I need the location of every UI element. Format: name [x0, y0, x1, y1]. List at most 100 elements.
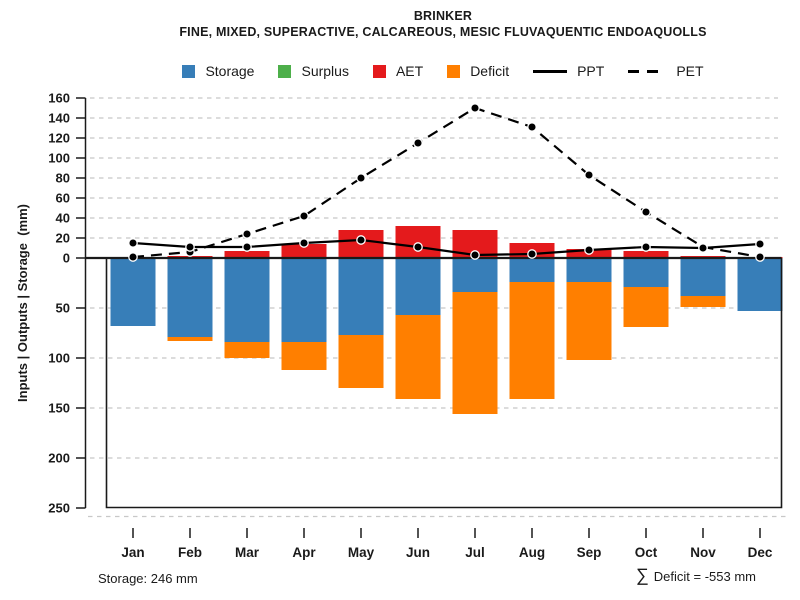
- bar-storage-mar: [224, 258, 270, 342]
- deficit-sum-note: ∑ Deficit = -553 mm: [636, 565, 756, 586]
- x-tick-label-sep: Sep: [577, 545, 602, 560]
- bar-storage-dec: [737, 258, 783, 311]
- bar-storage-feb: [167, 258, 213, 337]
- chart-title: BRINKER: [413, 9, 473, 23]
- x-tick-label-feb: Feb: [178, 545, 202, 560]
- y-tick-label: 20: [56, 231, 70, 246]
- legend-label: Storage: [205, 63, 255, 79]
- bar-aet-oct: [623, 251, 669, 258]
- ppt-marker-jan: [128, 238, 138, 248]
- x-tick-label-may: May: [348, 545, 375, 560]
- bar-aet-jun: [395, 226, 441, 258]
- x-tick-label-oct: Oct: [635, 545, 658, 560]
- ppt-marker-apr: [299, 238, 309, 248]
- y-tick-label: 100: [48, 151, 70, 166]
- pet-marker-may: [356, 173, 366, 183]
- ppt-marker-aug: [527, 249, 537, 259]
- bar-storage-apr: [281, 258, 327, 342]
- chart-legend: Storage Surplus AET Deficit PPT PET: [106, 63, 780, 79]
- x-tick-label-apr: Apr: [292, 545, 316, 560]
- y-axis-title: Inputs | Outputs | Storage (mm): [15, 204, 30, 402]
- y-tick-label: 200: [48, 451, 70, 466]
- bar-storage-jun: [395, 258, 441, 315]
- y-tick-label: 140: [48, 111, 70, 126]
- legend-label: Surplus: [301, 63, 349, 79]
- bar-deficit-jul: [452, 292, 498, 414]
- bar-aet-mar: [224, 251, 270, 258]
- bar-deficit-feb: [167, 337, 213, 341]
- bar-storage-may: [338, 258, 384, 335]
- sigma-icon: ∑: [635, 565, 649, 585]
- y-tick-label: 60: [56, 191, 70, 206]
- x-tick-label-nov: Nov: [690, 545, 716, 560]
- ppt-marker-oct: [641, 242, 651, 252]
- ppt-marker-mar: [242, 242, 252, 252]
- ppt-line: [132, 238, 761, 257]
- bar-deficit-sep: [566, 282, 612, 360]
- bar-deficit-may: [338, 335, 384, 388]
- bar-storage-oct: [623, 258, 669, 287]
- y-tick-label: 160: [48, 91, 70, 106]
- bar-deficit-oct: [623, 287, 669, 327]
- pet-marker-jun: [413, 138, 423, 148]
- legend-item-pet: PET: [628, 63, 704, 79]
- pet-marker-dec: [755, 252, 765, 262]
- pet-line: [132, 106, 761, 259]
- x-tick-label-mar: Mar: [235, 545, 260, 560]
- x-tick-label-jun: Jun: [406, 545, 430, 560]
- legend-item-surplus: Surplus: [278, 63, 349, 79]
- pet-marker-mar: [242, 229, 252, 239]
- ppt-marker-nov: [698, 243, 708, 253]
- pet-marker-jul: [470, 103, 480, 113]
- solid-line-icon: [533, 69, 568, 73]
- bar-storage-jul: [452, 258, 498, 292]
- y-tick-label: 0: [63, 251, 70, 266]
- bar-deficit-apr: [281, 342, 327, 370]
- bar-deficit-jun: [395, 315, 441, 399]
- y-tick-label: 120: [48, 131, 70, 146]
- bar-storage-jan: [110, 258, 156, 326]
- chart-subtitle: FINE, MIXED, SUPERACTIVE, CALCAREOUS, ME…: [179, 25, 707, 39]
- legend-label: PPT: [577, 63, 605, 79]
- bar-deficit-aug: [509, 282, 555, 399]
- bar-deficit-mar: [224, 342, 270, 358]
- ppt-marker-may: [356, 235, 366, 245]
- x-tick-label-aug: Aug: [519, 545, 545, 560]
- legend-item-aet: AET: [372, 63, 424, 79]
- bar-storage-sep: [566, 258, 612, 282]
- pet-marker-sep: [584, 170, 594, 180]
- y-tick-label: 40: [56, 211, 70, 226]
- legend-label: AET: [395, 63, 424, 79]
- y-tick-label: 100: [48, 351, 70, 366]
- storage-note: Storage: 246 mm: [98, 571, 198, 586]
- ppt-marker-sep: [584, 245, 594, 255]
- legend-label: PET: [676, 63, 704, 79]
- surplus-swatch-icon: [278, 64, 292, 78]
- bar-deficit-nov: [680, 296, 726, 307]
- aet-swatch-icon: [372, 64, 386, 78]
- ppt-marker-dec: [755, 239, 765, 249]
- pet-marker-oct: [641, 207, 651, 217]
- x-tick-label-jul: Jul: [465, 545, 485, 560]
- legend-item-deficit: Deficit: [447, 63, 509, 79]
- x-tick-label-dec: Dec: [748, 545, 773, 560]
- bar-storage-nov: [680, 258, 726, 296]
- pet-marker-apr: [299, 211, 309, 221]
- y-tick-label: 50: [56, 301, 70, 316]
- x-tick-label-jan: Jan: [121, 545, 144, 560]
- deficit-swatch-icon: [447, 64, 461, 78]
- storage-swatch-icon: [182, 64, 196, 78]
- legend-label: Deficit: [470, 63, 510, 79]
- bar-aet-apr: [281, 244, 327, 258]
- ppt-marker-jun: [413, 242, 423, 252]
- y-tick-label: 150: [48, 401, 70, 416]
- y-tick-label: 80: [56, 171, 70, 186]
- pet-marker-jan: [128, 252, 138, 262]
- dashed-line-icon: [628, 69, 667, 73]
- legend-item-storage: Storage: [182, 63, 254, 79]
- legend-item-ppt: PPT: [533, 63, 604, 79]
- ppt-marker-jul: [470, 250, 480, 260]
- plot-box: [105, 258, 783, 509]
